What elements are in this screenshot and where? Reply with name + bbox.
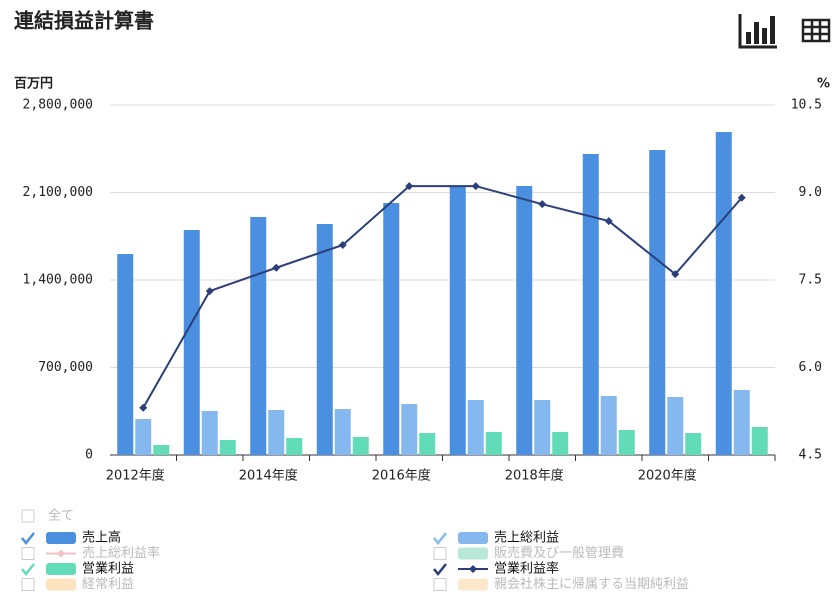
y-axis-label: 百万円 bbox=[14, 77, 53, 92]
bar bbox=[334, 409, 351, 455]
x-tick-label: 2020年度 bbox=[638, 468, 697, 484]
y-tick-label: 2,800,000 bbox=[23, 98, 93, 113]
line-marker bbox=[737, 193, 746, 202]
line-marker bbox=[538, 200, 547, 209]
bar bbox=[219, 440, 236, 455]
x-tick-label: 2018年度 bbox=[505, 468, 564, 484]
line-marker bbox=[338, 241, 347, 249]
legend-item[interactable]: 売上総利益率 bbox=[21, 545, 160, 561]
y-tick-label: 1,400,000 bbox=[23, 273, 93, 288]
bar bbox=[419, 433, 436, 455]
line-marker bbox=[205, 287, 214, 296]
legend-swatch-marker bbox=[57, 549, 65, 558]
bar bbox=[153, 445, 170, 455]
legend-all[interactable]: 全て bbox=[21, 508, 74, 524]
checkbox bbox=[21, 547, 35, 560]
checkbox bbox=[433, 547, 447, 560]
line bbox=[142, 185, 743, 409]
legend-swatch bbox=[458, 547, 488, 560]
y2-tick-label: 7.5 bbox=[799, 273, 822, 288]
bar bbox=[352, 437, 369, 455]
bar bbox=[534, 400, 551, 455]
x-tick-label: 2016年度 bbox=[372, 468, 431, 484]
bar bbox=[250, 217, 267, 455]
legend-label: 親会社株主に帰属する当期純利益 bbox=[494, 576, 689, 592]
bar bbox=[201, 411, 218, 455]
legend-label: 売上総利益 bbox=[494, 530, 559, 546]
line-marker bbox=[139, 403, 148, 412]
bar bbox=[135, 419, 152, 455]
bar bbox=[600, 396, 617, 455]
bar bbox=[649, 150, 666, 455]
bar bbox=[183, 230, 200, 455]
y2-tick-label: 9.0 bbox=[799, 185, 822, 200]
legend-label: 売上高 bbox=[82, 530, 121, 546]
legend-label: 販売費及び一般管理費 bbox=[494, 545, 624, 561]
bar bbox=[582, 154, 599, 455]
bar bbox=[268, 410, 285, 455]
legend-item[interactable]: 親会社株主に帰属する当期純利益 bbox=[433, 576, 689, 592]
legend-label: 売上総利益率 bbox=[82, 545, 160, 561]
y2-tick-label: 10.5 bbox=[791, 98, 822, 113]
checkmark bbox=[433, 532, 447, 546]
legend-label: 全て bbox=[48, 508, 74, 524]
legend-item[interactable]: 販売費及び一般管理費 bbox=[433, 545, 624, 561]
bar bbox=[751, 427, 768, 455]
chart-view-button[interactable] bbox=[738, 14, 777, 49]
checkmark bbox=[21, 532, 35, 546]
legend-swatch bbox=[46, 532, 76, 544]
legend-item[interactable]: 経常利益 bbox=[21, 577, 134, 592]
line-marker bbox=[671, 270, 680, 279]
y2-axis-label: % bbox=[817, 77, 830, 92]
checkbox bbox=[433, 578, 447, 591]
checkmark bbox=[433, 563, 447, 577]
y2-tick-label: 4.5 bbox=[799, 448, 822, 463]
bar bbox=[117, 254, 134, 455]
line-marker bbox=[471, 182, 480, 191]
checkbox bbox=[21, 509, 35, 523]
y-tick-label: 2,100,000 bbox=[23, 185, 93, 200]
bar bbox=[485, 432, 502, 455]
checkmark bbox=[21, 563, 35, 577]
y-tick-label: 700,000 bbox=[38, 360, 93, 375]
bar bbox=[733, 390, 750, 455]
legend-item[interactable]: 営業利益率 bbox=[433, 561, 559, 577]
legend-item[interactable]: 売上総利益 bbox=[433, 530, 559, 546]
legend-swatch bbox=[46, 578, 76, 591]
bar bbox=[449, 186, 466, 455]
legend-swatch bbox=[46, 563, 76, 575]
legend-item[interactable]: 売上高 bbox=[21, 530, 121, 546]
line-marker bbox=[405, 182, 414, 191]
chart-title: 連結損益計算書 bbox=[14, 9, 154, 33]
bar bbox=[667, 397, 684, 455]
legend-label: 営業利益 bbox=[82, 561, 134, 577]
bar bbox=[552, 432, 569, 455]
bar bbox=[715, 132, 732, 455]
y-tick-label: 0 bbox=[85, 448, 93, 463]
bar bbox=[467, 400, 484, 455]
legend-swatch bbox=[458, 532, 488, 544]
bar bbox=[516, 186, 533, 455]
legend-label: 営業利益率 bbox=[494, 561, 559, 577]
bar bbox=[316, 224, 333, 455]
legend-label: 経常利益 bbox=[82, 577, 134, 592]
bar bbox=[618, 430, 635, 455]
legend-item[interactable]: 営業利益 bbox=[21, 561, 134, 577]
bar bbox=[286, 438, 303, 455]
y2-tick-label: 6.0 bbox=[799, 360, 822, 375]
line-marker bbox=[604, 217, 613, 226]
bar bbox=[401, 404, 418, 455]
x-tick-label: 2014年度 bbox=[239, 468, 298, 484]
bar bbox=[685, 433, 702, 455]
line-marker bbox=[272, 263, 281, 272]
legend-swatch bbox=[458, 578, 488, 591]
checkbox bbox=[21, 578, 35, 591]
table-view-button[interactable] bbox=[801, 18, 831, 43]
x-tick-label: 2012年度 bbox=[106, 468, 165, 484]
legend-swatch-marker bbox=[469, 565, 477, 573]
bar bbox=[383, 203, 400, 455]
